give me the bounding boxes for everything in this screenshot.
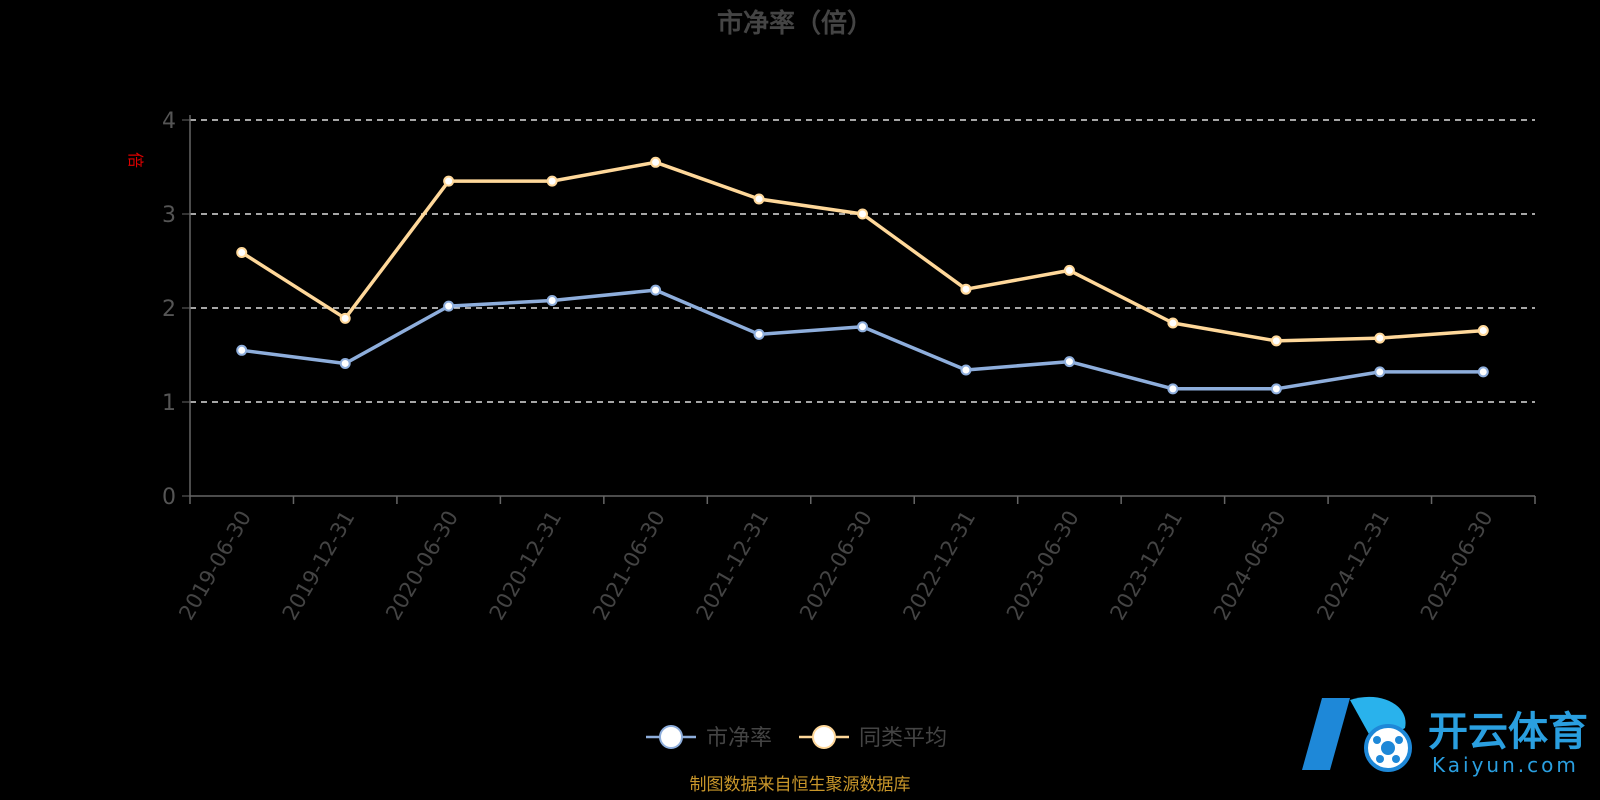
x-tick-label: 2023-06-30 xyxy=(1002,507,1084,625)
y-axis-label: 倍 xyxy=(126,152,145,168)
data-point xyxy=(1270,383,1282,395)
data-point xyxy=(546,294,558,306)
legend-item[interactable]: 市净率 xyxy=(646,725,772,751)
data-point xyxy=(339,357,351,369)
legend-label: 同类平均 xyxy=(859,726,947,751)
data-point xyxy=(650,156,662,168)
data-point xyxy=(443,175,455,187)
data-point xyxy=(443,300,455,312)
data-point xyxy=(1167,317,1179,329)
data-point xyxy=(339,312,351,324)
data-point xyxy=(1063,264,1075,276)
watermark-logo: 开云体育 Kaiyun.com xyxy=(1302,696,1588,777)
data-point xyxy=(753,193,765,205)
data-point xyxy=(960,364,972,376)
x-tick-label: 2023-12-31 xyxy=(1105,507,1187,625)
x-tick-label: 2019-06-30 xyxy=(174,507,256,625)
data-point xyxy=(1063,356,1075,368)
series-line xyxy=(240,160,1484,343)
data-point xyxy=(1374,332,1386,344)
grid-layer xyxy=(190,119,1535,403)
x-tick-label: 2020-06-30 xyxy=(381,506,463,624)
y-tick-label: 0 xyxy=(162,485,176,510)
data-point xyxy=(236,247,248,259)
legend-swatch-marker xyxy=(659,725,683,749)
data-point xyxy=(960,283,972,295)
legend-label: 市净率 xyxy=(706,726,772,751)
axis-layer: 0 1 2 3 4 2019-06-30 2019-12-31 2020-06-30 2020-… xyxy=(162,109,1536,625)
data-point xyxy=(1374,366,1386,378)
x-tick-label: 2025-06-30 xyxy=(1416,507,1498,625)
data-point xyxy=(1270,335,1282,347)
legend[interactable]: 市净率 同类平均 xyxy=(646,725,947,751)
x-tick-label: 2019-12-31 xyxy=(278,507,360,625)
source-note: 制图数据来自恒生聚源数据库 xyxy=(690,775,911,795)
data-point xyxy=(857,321,868,333)
data-point xyxy=(236,344,248,356)
kaiyun-logo-icon xyxy=(1302,696,1412,772)
x-tick-label: 2024-12-31 xyxy=(1312,507,1394,625)
x-tick-label: 2021-12-31 xyxy=(692,507,774,625)
legend-swatch-marker xyxy=(812,725,836,749)
chart-title: 市净率（倍） xyxy=(717,8,873,39)
data-point xyxy=(753,328,765,340)
data-point xyxy=(857,208,868,220)
x-tick-label: 2020-12-31 xyxy=(485,507,567,625)
data-point xyxy=(546,175,558,187)
y-tick-label: 1 xyxy=(162,391,176,416)
data-point xyxy=(650,284,662,296)
data-point xyxy=(1167,383,1179,395)
y-tick-label: 2 xyxy=(162,297,176,322)
data-point xyxy=(1477,366,1489,378)
legend-item[interactable]: 同类平均 xyxy=(799,725,947,751)
x-tick-label: 2024-06-30 xyxy=(1209,507,1291,625)
x-tick-label: 2022-06-30 xyxy=(795,507,877,625)
y-tick-label: 4 xyxy=(162,109,176,134)
y-tick-label: 3 xyxy=(162,203,176,228)
series-layer xyxy=(236,156,1489,395)
x-tick-label: 2022-12-31 xyxy=(898,507,980,625)
data-point xyxy=(1477,325,1489,337)
watermark-sub: Kaiyun.com xyxy=(1432,753,1579,777)
x-tick-label: 2021-06-30 xyxy=(588,507,670,625)
watermark-main: 开云体育 xyxy=(1428,709,1588,755)
